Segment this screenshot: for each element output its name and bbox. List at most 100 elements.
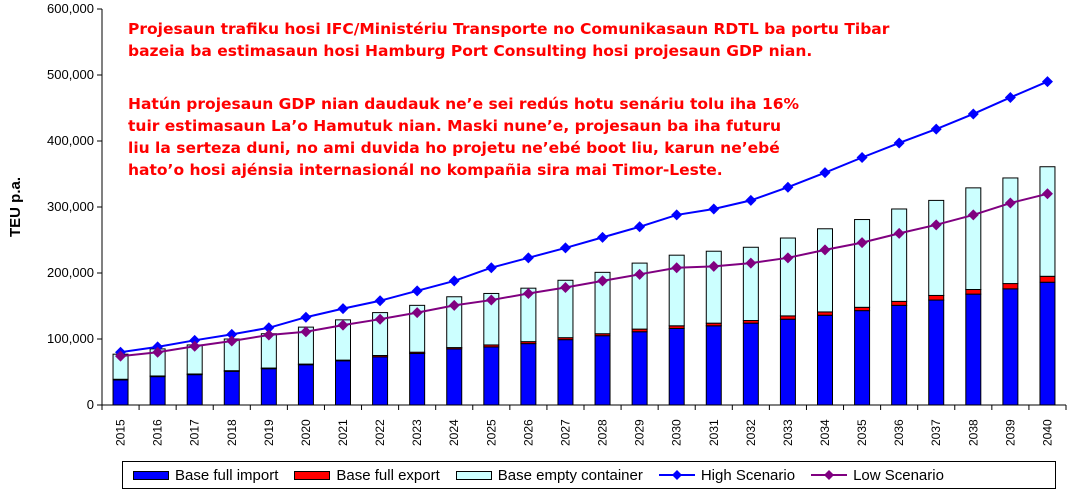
lines-layer [115,76,1053,362]
bar-empty [705,250,722,324]
bar-export [965,289,982,295]
point-low-scenario [485,294,497,306]
point-high-scenario [782,181,794,193]
point-high-scenario [1041,76,1053,88]
point-high-scenario [374,295,386,307]
x-tick-label: 2037 [929,419,943,446]
x-tick-label: 2027 [558,419,572,446]
bar-export [1039,275,1056,283]
point-low-scenario [634,268,646,280]
point-low-scenario [782,252,794,264]
point-low-scenario [448,299,460,311]
point-low-scenario [930,219,942,231]
bar-import [668,327,685,406]
x-tick-label: 2020 [299,419,313,446]
legend-label: High Scenario [700,466,796,484]
point-low-scenario [559,282,571,294]
bar-import [409,353,426,406]
bar-export [1002,283,1019,290]
bar-import [557,339,574,406]
bar-import [335,360,351,406]
bars-layer [112,166,1056,406]
point-high-scenario [300,311,312,323]
point-high-scenario [559,242,571,254]
point-high-scenario [708,203,720,215]
bar-import [260,368,277,406]
point-low-scenario [967,209,979,221]
bar-import [223,370,240,406]
bar-empty [742,246,759,322]
annotation-paragraph-1: Projesaun trafiku hosi IFC/Ministériu Tr… [128,18,889,62]
x-tick-label: 2038 [966,419,980,446]
x-tick-label: 2031 [707,419,721,446]
x-tick-label: 2016 [151,419,165,446]
point-high-scenario [967,108,979,120]
y-tick-label: 200,000 [47,265,94,280]
point-high-scenario [930,123,942,135]
y-tick-label: 100,000 [47,331,94,346]
bar-import [854,310,871,406]
point-high-scenario [671,209,683,221]
point-low-scenario [522,287,534,299]
legend-item-low: Low Scenario [811,467,944,484]
labels-layer: 0 100,000 200,000 300,000 400,000 500,000 600,… [7,1,1054,446]
bar-export [891,300,908,306]
x-tick-label: 2024 [447,419,461,446]
bar-empty [817,228,833,313]
bar-import [817,314,833,406]
point-low-scenario [374,313,386,325]
x-tick-label: 2026 [521,419,535,446]
x-tick-label: 2036 [892,419,906,446]
bar-import [372,356,389,406]
bar-import [928,299,945,406]
bar-empty [483,292,500,346]
bar-empty [668,254,685,327]
bar-import [965,293,982,406]
annotation-line: tuir estimasaun La’o Hamutuk nian. Maski… [128,117,782,135]
annotation-line: Hatún projesaun GDP nian daudauk ne’e se… [128,95,800,113]
x-tick-label: 2034 [818,419,832,446]
point-low-scenario [893,227,905,239]
legend-label: Base full export [336,466,440,484]
x-tick-label: 2023 [410,419,424,446]
y-tick-label: 400,000 [47,133,94,148]
bar-empty [891,208,908,302]
bar-import [149,376,166,406]
point-low-scenario [263,329,275,341]
x-tick-label: 2032 [744,419,758,446]
bar-import [891,304,908,406]
x-tick-label: 2022 [373,419,387,446]
y-tick-label: 0 [87,397,94,412]
point-low-scenario [1041,188,1053,200]
point-high-scenario [189,334,201,346]
legend-item-high: High Scenario [658,466,796,484]
point-low-scenario [411,307,423,319]
point-high-scenario [634,221,646,233]
x-tick-label: 2039 [1003,419,1017,446]
bar-empty [965,187,982,290]
bar-empty [409,304,426,353]
point-low-scenario [1004,197,1016,209]
point-high-scenario [522,252,534,264]
point-high-scenario [819,167,831,179]
point-high-scenario [856,152,868,163]
point-high-scenario [263,322,275,334]
point-low-scenario [708,260,720,272]
y-axis-title: TEU p.a. [7,177,24,237]
legend-label: Base empty container [497,466,643,484]
bar-import [705,325,722,406]
legend-item-import: Base full import [133,467,278,484]
x-tick-label: 2019 [262,419,276,446]
legend-swatch-import [133,470,169,480]
y-tick-label: 300,000 [47,199,94,214]
annotation-line: hato’o hosi ajénsia internasionál no kom… [128,161,723,179]
bar-import [112,379,129,406]
bar-import [446,348,463,406]
legend-label: Base full import [175,466,279,484]
x-tick-label: 2018 [225,419,239,446]
legend-label: Low Scenario [853,466,944,484]
x-tick-label: 2029 [633,419,647,446]
x-tick-label: 2028 [596,419,610,446]
point-high-scenario [1004,91,1016,103]
chart-legend: Base full import Base full export Base e… [122,461,1056,489]
